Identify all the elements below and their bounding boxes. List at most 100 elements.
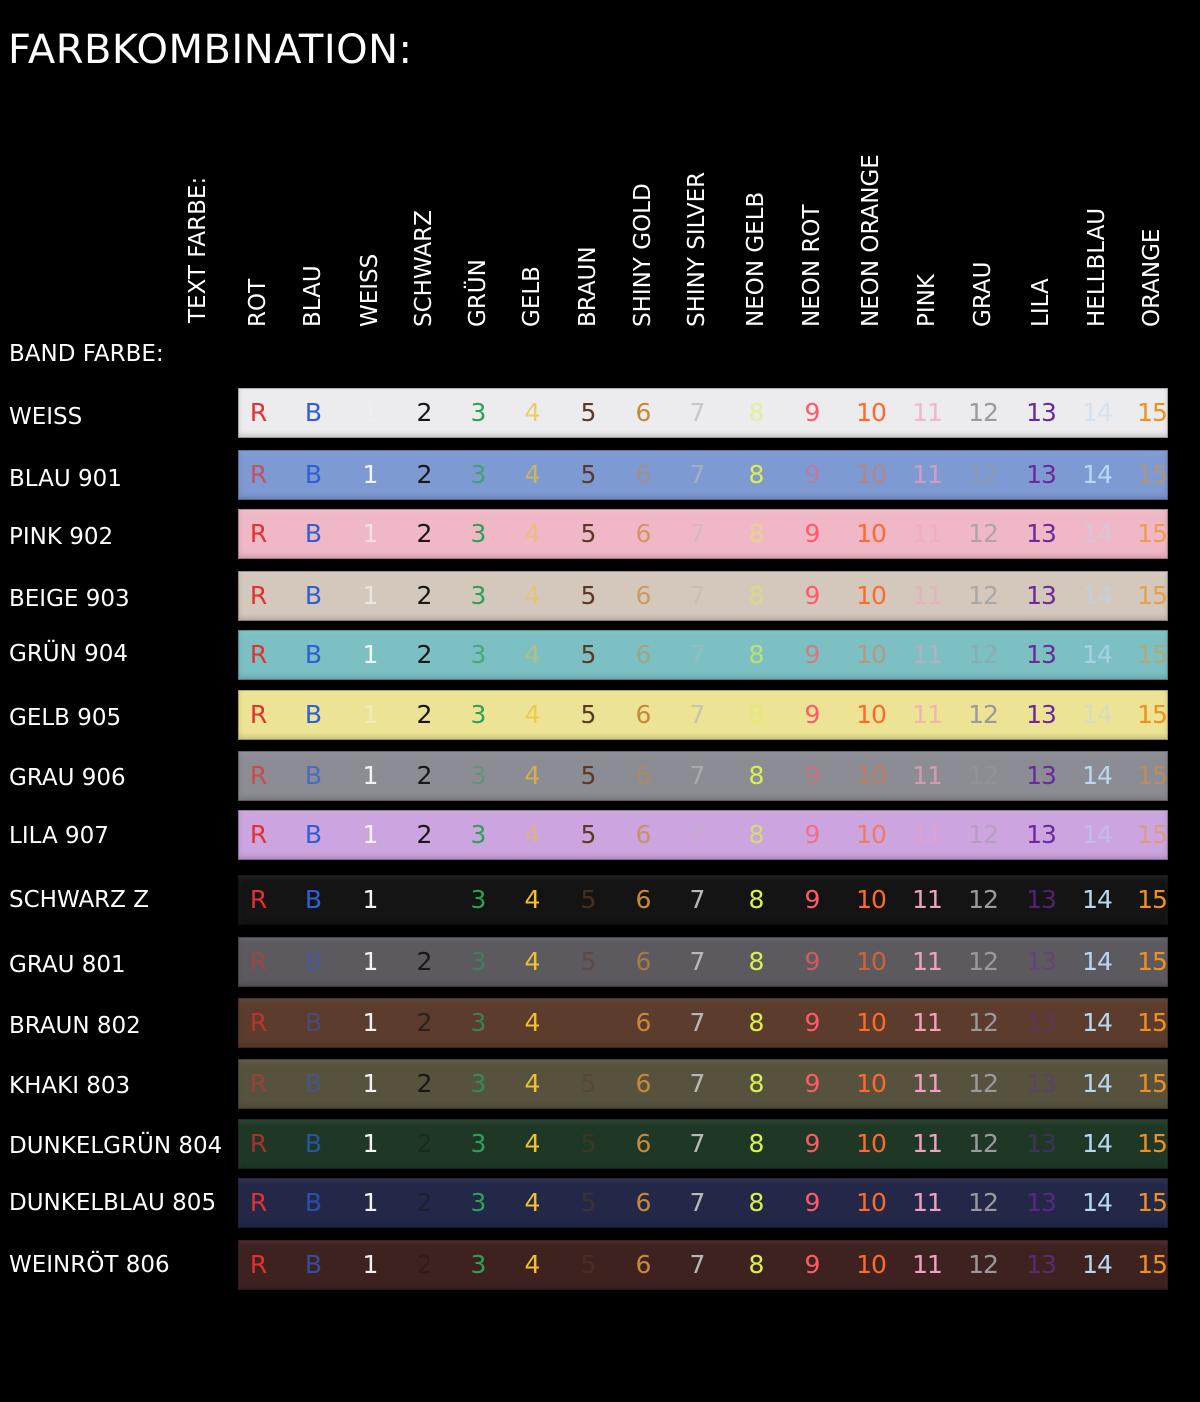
sample-beige-903-grau: 12: [968, 581, 999, 610]
sample-grau-906-neon-gelb: 8: [748, 761, 765, 790]
sample-schwarz-z-hellblau: 14: [1082, 885, 1113, 914]
sample-pink-902-blau: B: [304, 519, 322, 548]
sample-pink-902-shiny-silver: 7: [689, 519, 706, 548]
sample-braun-802-gruen: 3: [470, 1008, 487, 1037]
sample-weiss-schwarz: 2: [416, 398, 433, 427]
sample-weiss-shiny-silver: 7: [689, 398, 706, 427]
sample-braun-802-gelb: 4: [524, 1008, 541, 1037]
sample-dunkelgruen-804-weiss: 1: [362, 1129, 379, 1158]
col-header-neon-rot: NEON ROT: [799, 204, 825, 328]
sample-blau-901-neon-gelb: 8: [748, 460, 765, 489]
sample-lila-907-weiss: 1: [362, 820, 379, 849]
band-label-grau-906: GRAU 906: [9, 765, 126, 791]
sample-khaki-803-gruen: 3: [470, 1069, 487, 1098]
sample-khaki-803-hellblau: 14: [1082, 1069, 1113, 1098]
sample-dunkelgruen-804-neon-rot: 9: [804, 1129, 821, 1158]
sample-dunkelblau-805-hellblau: 14: [1082, 1188, 1113, 1217]
sample-gelb-905-pink: 11: [912, 700, 943, 729]
sample-gelb-905-gruen: 3: [470, 700, 487, 729]
sample-gelb-905-neon-gelb: 8: [748, 700, 765, 729]
sample-weinroet-806-shiny-gold: 6: [635, 1250, 652, 1279]
sample-weiss-lila: 13: [1026, 398, 1057, 427]
sample-gelb-905-neon-orange: 10: [856, 700, 887, 729]
sample-lila-907-grau: 12: [968, 820, 999, 849]
sample-grau-906-shiny-silver: 7: [689, 761, 706, 790]
sample-gelb-905-hellblau: 14: [1082, 700, 1113, 729]
sample-gelb-905-blau: B: [304, 700, 322, 729]
sample-dunkelgruen-804-blau: B: [304, 1129, 322, 1158]
sample-dunkelgruen-804-pink: 11: [912, 1129, 943, 1158]
ribbon-dunkelblau-805: R B 1 2 3 4 5 6 7 8 9 10 11 12 13 14 15: [238, 1178, 1168, 1228]
sample-grau-906-braun: 5: [580, 761, 597, 790]
sample-braun-802-neon-orange: 10: [856, 1008, 887, 1037]
ribbon-weiss: R B 1 2 3 4 5 6 7 8 9 10 11 12 13 14 15: [238, 388, 1168, 438]
sample-khaki-803-grau: 12: [968, 1069, 999, 1098]
col-header-shiny-gold: SHINY GOLD: [630, 183, 656, 327]
sample-beige-903-hellblau: 14: [1082, 581, 1113, 610]
sample-beige-903-pink: 11: [912, 581, 943, 610]
band-label-pink-902: PINK 902: [9, 524, 114, 550]
ribbon-grau-801: R B 1 2 3 4 5 6 7 8 9 10 11 12 13 14 15: [238, 937, 1168, 987]
sample-grau-801-grau: 12: [968, 947, 999, 976]
sample-weinroet-806-rot: R: [249, 1250, 267, 1279]
col-header-braun: BRAUN: [575, 246, 601, 327]
sample-gruen-904-shiny-silver: 7: [689, 640, 706, 669]
sample-pink-902-neon-rot: 9: [804, 519, 821, 548]
ribbon-schwarz-z: R B 1 2 3 4 5 6 7 8 9 10 11 12 13 14 15: [238, 875, 1168, 925]
sample-dunkelgruen-804-braun: 5: [580, 1129, 597, 1158]
sample-grau-906-gruen: 3: [470, 761, 487, 790]
sample-braun-802-neon-gelb: 8: [748, 1008, 765, 1037]
sample-blau-901-weiss: 1: [362, 460, 379, 489]
sample-blau-901-hellblau: 14: [1082, 460, 1113, 489]
sample-dunkelblau-805-grau: 12: [968, 1188, 999, 1217]
sample-dunkelblau-805-schwarz: 2: [416, 1188, 433, 1217]
sample-lila-907-rot: R: [249, 820, 267, 849]
sample-beige-903-blau: B: [304, 581, 322, 610]
sample-grau-801-gruen: 3: [470, 947, 487, 976]
sample-gelb-905-lila: 13: [1026, 700, 1057, 729]
band-label-blau-901: BLAU 901: [9, 466, 122, 492]
col-header-rot: ROT: [245, 278, 271, 327]
sample-dunkelblau-805-blau: B: [304, 1188, 322, 1217]
sample-dunkelgruen-804-lila: 13: [1026, 1129, 1057, 1158]
col-header-hellblau: HELLBLAU: [1084, 207, 1110, 327]
sample-khaki-803-blau: B: [304, 1069, 322, 1098]
sample-weinroet-806-grau: 12: [968, 1250, 999, 1279]
sample-khaki-803-shiny-silver: 7: [689, 1069, 706, 1098]
sample-lila-907-pink: 11: [912, 820, 943, 849]
sample-grau-906-rot: R: [249, 761, 267, 790]
sample-braun-802-grau: 12: [968, 1008, 999, 1037]
col-header-gruen: GRÜN: [465, 259, 491, 327]
ribbon-gruen-904: R B 1 2 3 4 5 6 7 8 9 10 11 12 13 14 15: [238, 630, 1168, 680]
sample-grau-906-shiny-gold: 6: [635, 761, 652, 790]
sample-gelb-905-schwarz: 2: [416, 700, 433, 729]
sample-dunkelgruen-804-neon-gelb: 8: [748, 1129, 765, 1158]
sample-schwarz-z-shiny-gold: 6: [635, 885, 652, 914]
sample-blau-901-neon-orange: 10: [856, 460, 887, 489]
sample-grau-801-shiny-silver: 7: [689, 947, 706, 976]
band-label-weiss: WEISS: [9, 404, 83, 430]
sample-gelb-905-weiss: 1: [362, 700, 379, 729]
sample-dunkelgruen-804-hellblau: 14: [1082, 1129, 1113, 1158]
sample-khaki-803-neon-rot: 9: [804, 1069, 821, 1098]
sample-lila-907-shiny-silver: 7: [689, 820, 706, 849]
sample-khaki-803-rot: R: [249, 1069, 267, 1098]
sample-dunkelgruen-804-neon-orange: 10: [856, 1129, 887, 1158]
sample-dunkelblau-805-neon-gelb: 8: [748, 1188, 765, 1217]
sample-gelb-905-gelb: 4: [524, 700, 541, 729]
sample-dunkelblau-805-shiny-silver: 7: [689, 1188, 706, 1217]
sample-beige-903-neon-gelb: 8: [748, 581, 765, 610]
sample-pink-902-pink: 11: [912, 519, 943, 548]
sample-blau-901-rot: R: [249, 460, 267, 489]
sample-gelb-905-rot: R: [249, 700, 267, 729]
sample-grau-801-weiss: 1: [362, 947, 379, 976]
sample-weinroet-806-weiss: 1: [362, 1250, 379, 1279]
col-header-lila: LILA: [1028, 278, 1054, 327]
band-label-khaki-803: KHAKI 803: [9, 1073, 131, 1099]
sample-lila-907-schwarz: 2: [416, 820, 433, 849]
sample-gruen-904-pink: 11: [912, 640, 943, 669]
sample-dunkelblau-805-weiss: 1: [362, 1188, 379, 1217]
sample-khaki-803-orange: 15: [1137, 1069, 1168, 1098]
sample-grau-801-hellblau: 14: [1082, 947, 1113, 976]
sample-pink-902-neon-orange: 10: [856, 519, 887, 548]
